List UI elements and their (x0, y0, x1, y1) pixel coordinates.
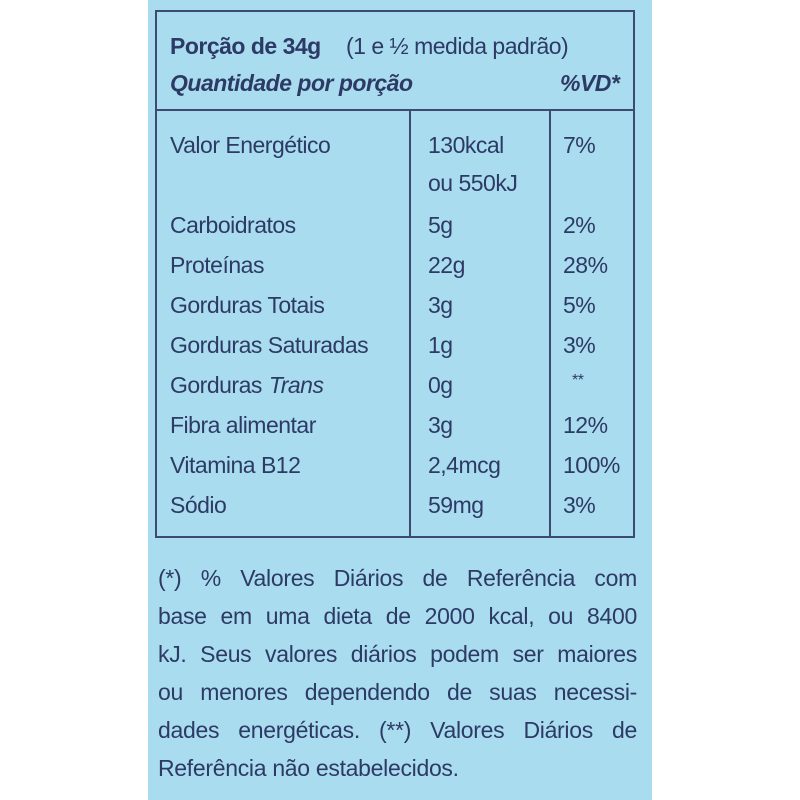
header-divider (155, 109, 635, 111)
daily-value: 100% (563, 452, 620, 478)
daily-value: 3% (563, 492, 596, 518)
amount: 1g (428, 332, 453, 358)
daily-value: 3% (563, 332, 596, 358)
label-panel (148, 0, 652, 800)
amount: 59mg (428, 492, 484, 518)
amount: 130kcal (428, 132, 504, 158)
daily-value: 28% (563, 252, 608, 278)
footnote-line: dades energéticas. (**) Valores Diários … (158, 717, 637, 743)
footnote-line: Referência não estabelecidos. (158, 755, 459, 781)
daily-value: 2% (563, 212, 596, 238)
column-divider (409, 110, 411, 538)
nutrient-name: Gorduras (170, 372, 262, 398)
amount: 3g (428, 412, 453, 438)
vd-heading: %VD* (560, 70, 620, 96)
nutrient-name: Valor Energético (170, 132, 331, 158)
portion-note: (1 e ½ medida padrão) (346, 33, 569, 59)
nutrient-name: Vitamina B12 (170, 452, 301, 478)
amount: 3g (428, 292, 453, 318)
daily-value: 12% (563, 412, 608, 438)
table-border (155, 10, 635, 538)
footnote-line: ou menores dependendo de suas necessi- (158, 679, 637, 705)
nutrient-name: Proteínas (170, 252, 264, 278)
nutrient-name: Gorduras Saturadas (170, 332, 369, 358)
nutrient-name: Sódio (170, 492, 227, 518)
amount: 22g (428, 252, 465, 278)
footnote-line: (*) % Valores Diários de Referência com (158, 565, 637, 591)
footnote-line: base em uma dieta de 2000 kcal, ou 8400 (158, 603, 637, 629)
amount: 5g (428, 212, 453, 238)
amount: ou 550kJ (428, 170, 518, 196)
nutrient-name: Carboidratos (170, 212, 296, 238)
daily-value: 5% (563, 292, 596, 318)
daily-value: ** (572, 372, 584, 389)
footnote-line: kJ. Seus valores diários podem ser maior… (158, 641, 637, 667)
daily-value: 7% (563, 132, 596, 158)
quantity-heading: Quantidade por porção (170, 70, 413, 96)
portion: Porção de 34g (170, 33, 321, 59)
nutrient-name: Gorduras Totais (170, 292, 325, 318)
nutrient-name: Fibra alimentar (170, 412, 316, 438)
amount: 0g (428, 372, 453, 398)
amount: 2,4mcg (428, 452, 501, 478)
nutrient-name-italic: Trans (268, 372, 324, 398)
column-divider (549, 110, 551, 538)
